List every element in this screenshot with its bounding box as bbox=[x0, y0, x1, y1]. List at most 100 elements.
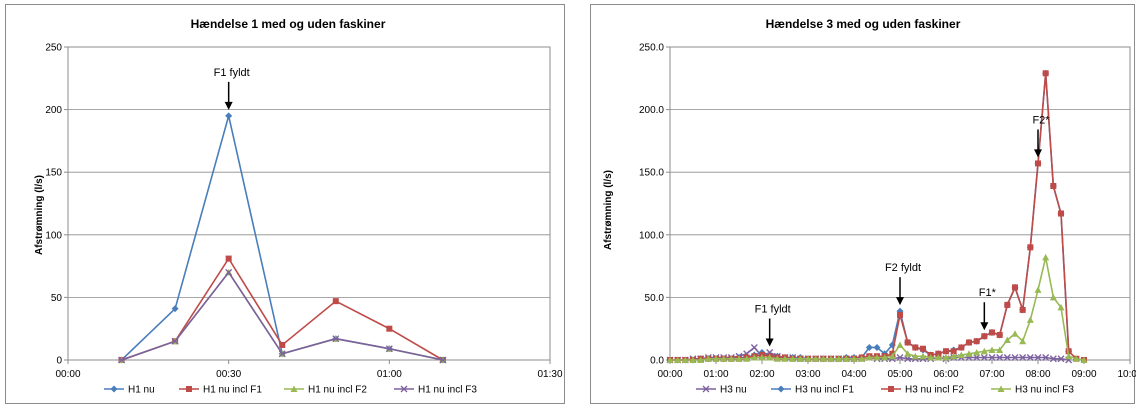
annotation-label: F1* bbox=[979, 287, 997, 299]
data-point bbox=[1027, 244, 1034, 251]
legend-marker bbox=[702, 385, 710, 393]
data-point bbox=[704, 355, 712, 362]
data-point bbox=[225, 255, 232, 262]
data-point bbox=[750, 344, 758, 351]
legend-label: H3 nu incl F3 bbox=[1015, 385, 1074, 396]
data-point bbox=[904, 339, 911, 346]
data-point bbox=[958, 344, 965, 351]
legend-label: H3 nu incl F1 bbox=[795, 385, 854, 396]
data-point bbox=[943, 348, 949, 355]
data-point bbox=[981, 333, 988, 340]
data-point bbox=[1065, 352, 1073, 360]
legend-label: H1 nu incl F3 bbox=[418, 385, 477, 396]
chart-title: Hændelse 3 med og uden faskiner bbox=[766, 17, 961, 31]
legend-item: H3 nu incl F3 bbox=[991, 385, 1074, 396]
data-point bbox=[1011, 330, 1019, 337]
legend-label: H1 nu incl F2 bbox=[308, 385, 367, 396]
data-point bbox=[1042, 70, 1049, 77]
legend-marker bbox=[888, 386, 894, 392]
data-point bbox=[912, 344, 919, 351]
data-point bbox=[873, 343, 881, 351]
annotation-arrowhead bbox=[765, 338, 774, 347]
data-point bbox=[827, 355, 835, 362]
data-point bbox=[735, 355, 743, 362]
annotation-arrowhead bbox=[980, 322, 989, 331]
data-point bbox=[1019, 354, 1027, 361]
data-point bbox=[1035, 160, 1041, 167]
data-point bbox=[1080, 356, 1088, 363]
annotation: F1* bbox=[979, 287, 997, 331]
y-tick-label: 0.0 bbox=[650, 356, 664, 367]
annotation-label: F2 fyldt bbox=[885, 262, 921, 274]
data-point bbox=[920, 345, 926, 352]
data-point bbox=[858, 355, 866, 362]
data-point bbox=[689, 356, 697, 363]
data-point bbox=[1050, 182, 1057, 189]
data-point bbox=[812, 355, 820, 362]
data-point bbox=[973, 354, 981, 361]
data-point bbox=[950, 348, 957, 355]
legend-label: H3 nu bbox=[720, 385, 747, 396]
chart-title: Hændelse 1 med og uden faskiner bbox=[191, 17, 386, 31]
annotation-label: F1 fyldt bbox=[755, 303, 791, 315]
data-point bbox=[386, 325, 393, 332]
data-point bbox=[681, 356, 689, 363]
data-point bbox=[1058, 210, 1064, 217]
data-point bbox=[332, 298, 339, 305]
y-tick-label: 50.0 bbox=[645, 293, 665, 304]
legend-item: H3 nu bbox=[696, 385, 747, 396]
legend-marker bbox=[110, 385, 118, 393]
legend-marker bbox=[290, 385, 298, 392]
y-tick-label: 100.0 bbox=[639, 230, 664, 241]
data-point bbox=[911, 352, 919, 360]
x-tick-label: 06:00 bbox=[933, 369, 958, 380]
data-point bbox=[927, 353, 935, 361]
x-tick-label: 09:00 bbox=[1071, 369, 1096, 380]
data-point bbox=[804, 355, 812, 362]
y-tick-label: 0 bbox=[56, 356, 62, 367]
data-point bbox=[1003, 336, 1011, 343]
chart-panel-left: Hændelse 1 med og uden faskiner Afstrømn… bbox=[5, 4, 565, 404]
data-point bbox=[904, 355, 912, 363]
data-point bbox=[896, 354, 904, 361]
series-3 bbox=[118, 268, 447, 364]
data-point bbox=[1049, 293, 1057, 301]
data-point bbox=[865, 343, 873, 351]
data-point bbox=[279, 341, 286, 348]
legend-item: H3 nu incl F2 bbox=[881, 385, 964, 396]
data-point bbox=[934, 353, 942, 361]
x-tick-label: 10:00 bbox=[1117, 369, 1136, 380]
x-tick-label: 04:00 bbox=[841, 369, 866, 380]
legend-item: H1 nu bbox=[104, 385, 155, 396]
data-point bbox=[835, 355, 843, 362]
data-point bbox=[720, 355, 728, 362]
y-axis-label: Afstrømning (l/s) bbox=[34, 175, 45, 255]
data-point bbox=[966, 339, 972, 346]
data-point bbox=[1026, 354, 1034, 361]
data-point bbox=[743, 355, 751, 362]
annotation-arrowhead bbox=[224, 101, 233, 110]
data-point bbox=[750, 353, 758, 361]
annotation: F2* bbox=[1032, 114, 1050, 158]
data-point bbox=[865, 353, 873, 361]
data-point bbox=[1072, 355, 1080, 362]
data-point bbox=[789, 355, 797, 362]
plot-area bbox=[67, 46, 551, 361]
x-tick-label: 01:00 bbox=[703, 369, 728, 380]
data-point bbox=[332, 335, 340, 343]
data-point bbox=[225, 112, 233, 120]
data-point bbox=[965, 350, 973, 357]
data-point bbox=[385, 345, 393, 353]
legend-label: H3 nu incl F2 bbox=[905, 385, 964, 396]
annotation-label: F2* bbox=[1032, 114, 1050, 126]
data-point bbox=[1019, 306, 1026, 313]
data-point bbox=[796, 355, 804, 362]
data-point bbox=[1057, 303, 1065, 311]
legend-item: H1 nu incl F3 bbox=[394, 385, 477, 396]
data-point bbox=[888, 341, 896, 349]
y-tick-label: 150.0 bbox=[639, 168, 664, 179]
data-point bbox=[1011, 354, 1019, 361]
data-point bbox=[1034, 286, 1042, 293]
annotation: F1 fyldt bbox=[214, 67, 250, 110]
y-tick-label: 250 bbox=[45, 43, 62, 54]
